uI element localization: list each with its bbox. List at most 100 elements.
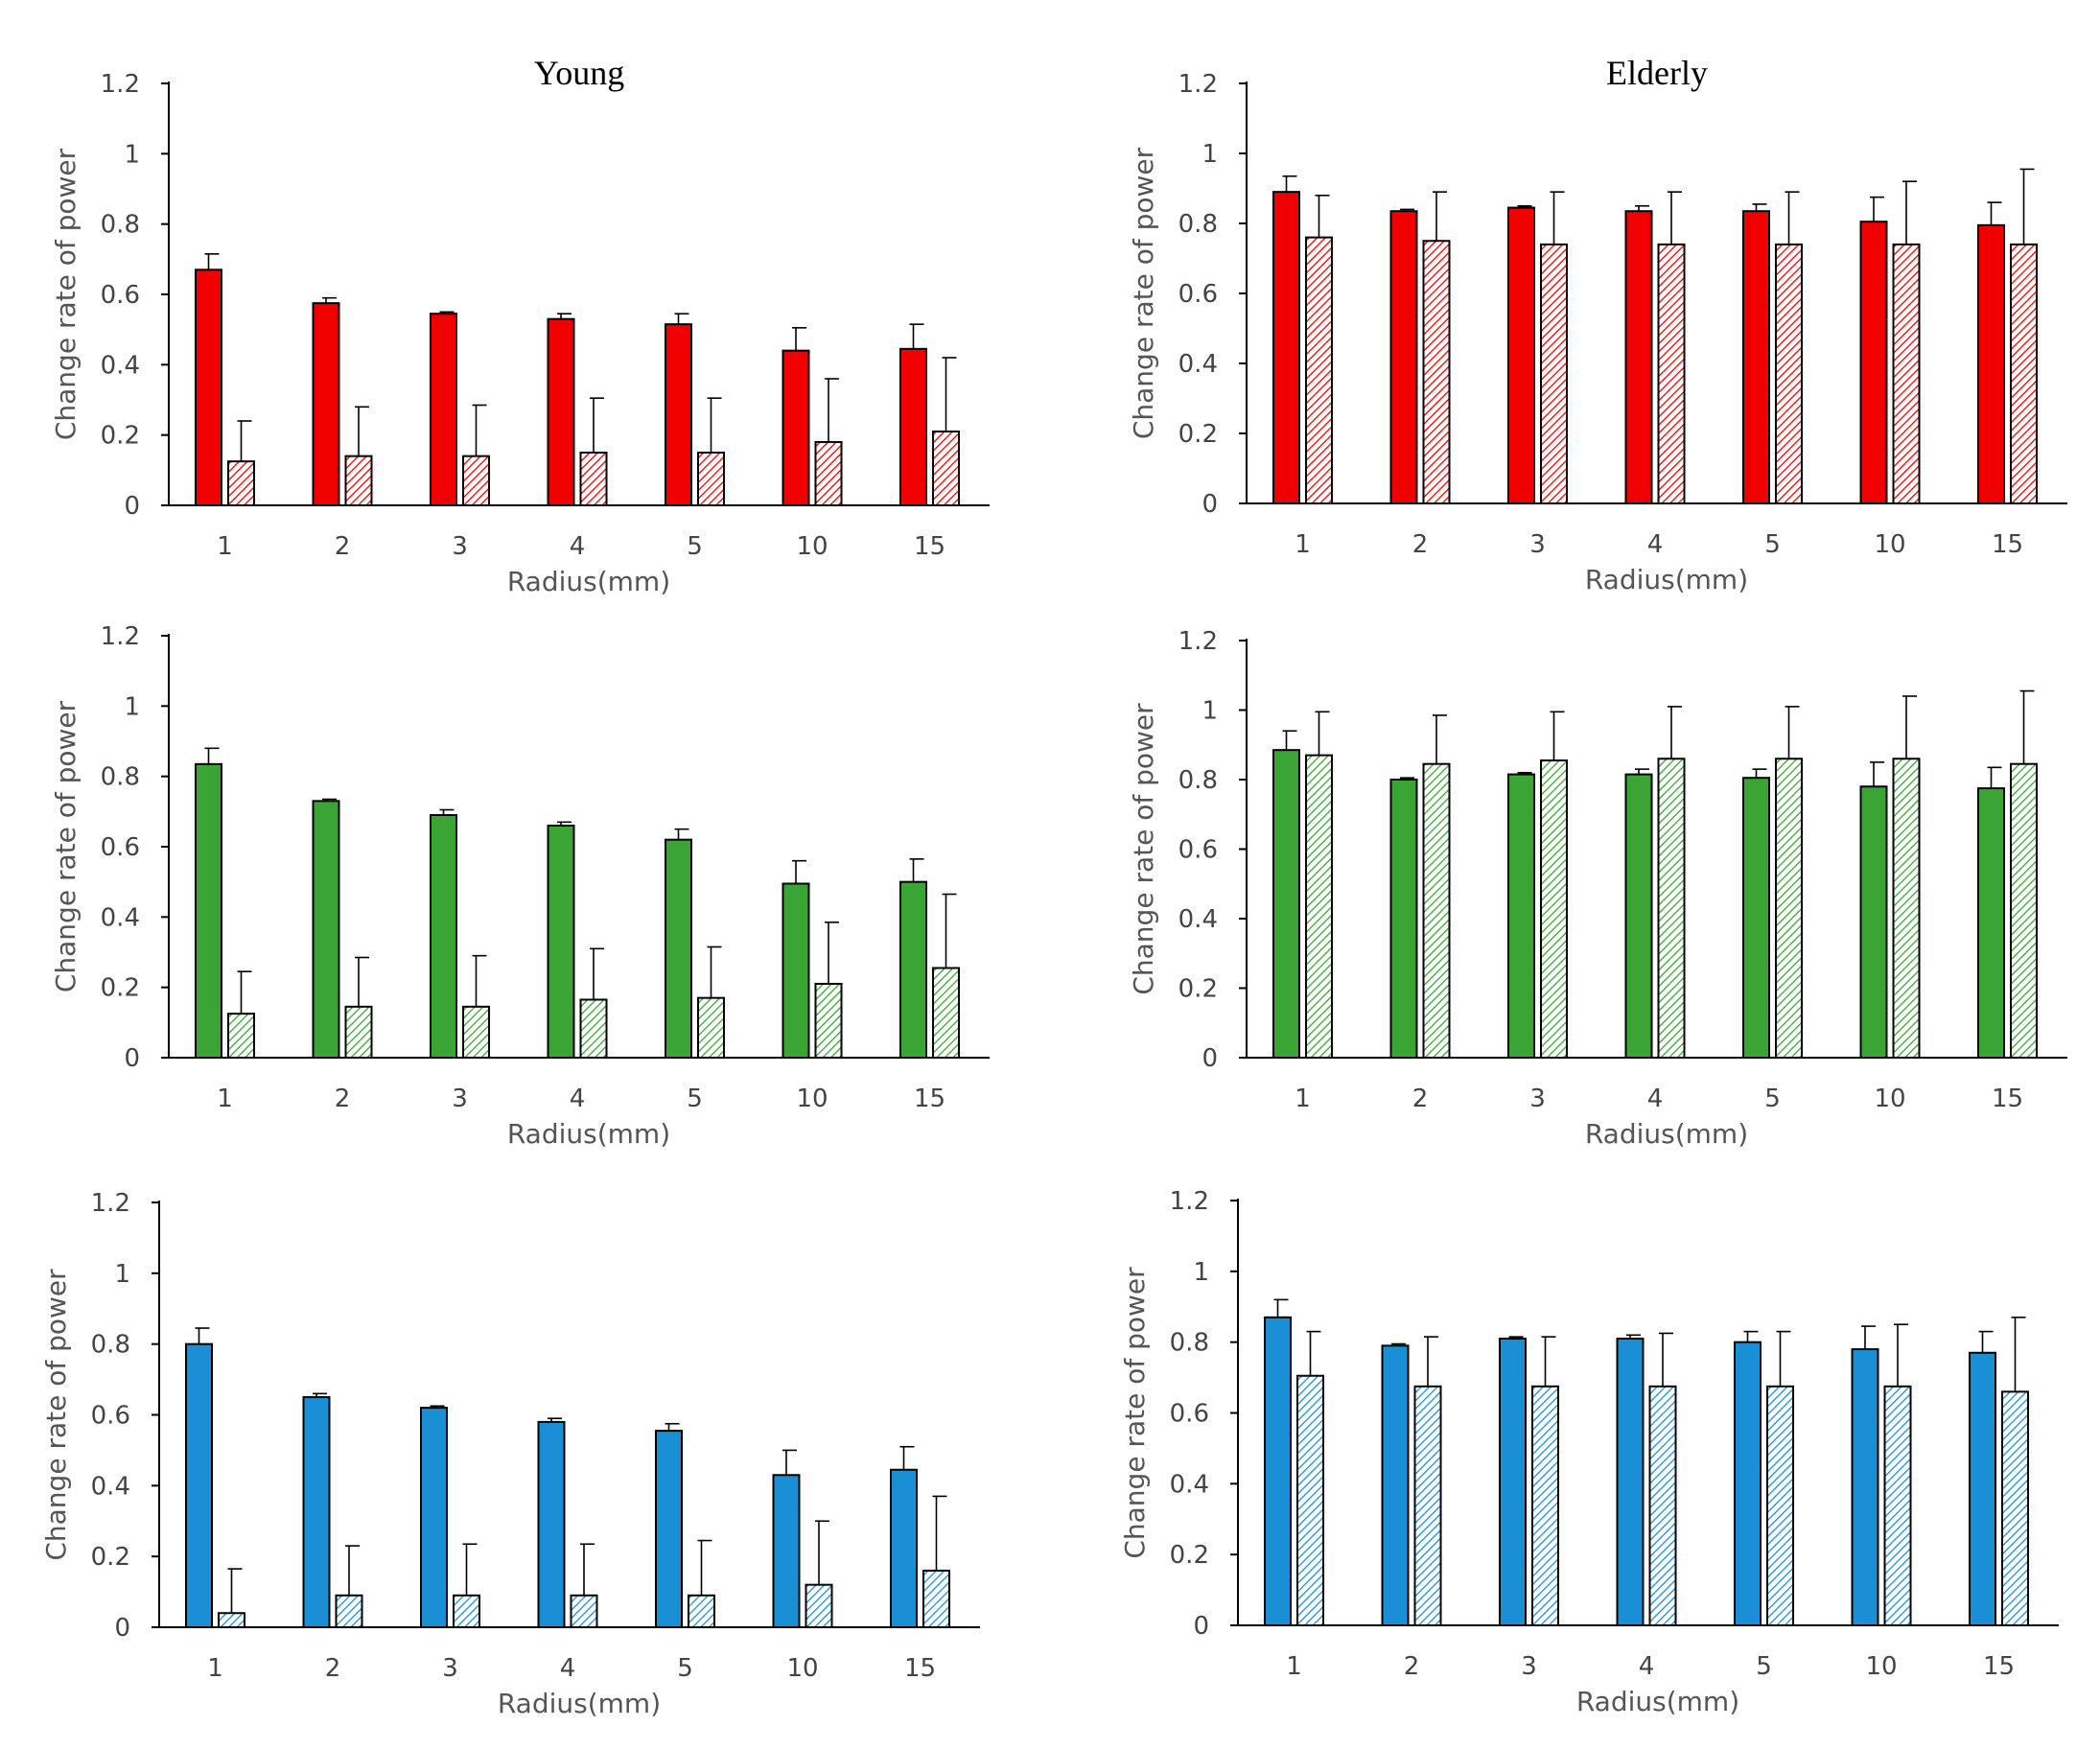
x-tick-label: 4 <box>1639 1652 1655 1681</box>
bar-solid <box>1859 785 1888 1059</box>
y-tick-label: 0.8 <box>101 763 140 792</box>
y-tick-label: 1.2 <box>1170 1187 1209 1216</box>
x-tick-label: 5 <box>1764 1085 1781 1113</box>
bar-hatched <box>335 1594 363 1629</box>
y-tick-label: 0 <box>1202 1044 1218 1073</box>
bar-solid <box>1859 221 1888 505</box>
y-tick-label: 1 <box>1193 1258 1209 1287</box>
bar-solid <box>1381 1344 1410 1626</box>
bar-solid <box>547 825 575 1059</box>
bar-solid <box>312 800 340 1059</box>
x-axis-title: Radius(mm) <box>498 1688 661 1719</box>
bar-hatched <box>814 983 843 1059</box>
x-tick-label: 10 <box>786 1654 818 1683</box>
bar-solid <box>782 882 810 1059</box>
y-tick-label: 0.2 <box>101 422 140 451</box>
bar-solid <box>1616 1337 1645 1626</box>
bar-solid <box>890 1468 918 1628</box>
x-axis-title: Radius(mm) <box>1576 1686 1739 1717</box>
y-tick-label: 0.8 <box>1178 210 1218 239</box>
y-tick-label: 0 <box>124 1044 140 1073</box>
bar-hatched <box>1775 243 1803 504</box>
x-tick-label: 2 <box>1404 1652 1420 1681</box>
x-tick-label: 10 <box>796 1085 828 1113</box>
bar-hatched <box>1540 243 1568 504</box>
bar-solid <box>195 268 222 507</box>
bar-solid <box>420 1407 448 1629</box>
bar-hatched <box>932 431 960 506</box>
y-tick-label: 1 <box>114 1260 130 1289</box>
x-tick-label: 15 <box>1992 1085 2023 1113</box>
bar-solid <box>302 1396 331 1628</box>
chart-panel-6: 0 0.2 0.4 0.6 0.8 1 1.2 1 2 3 4 5 10 15 Radius(mm) Chan… <box>1119 1187 2059 1717</box>
bar-hatched <box>814 441 843 506</box>
bar-hatched <box>1531 1385 1559 1626</box>
x-tick-label: 5 <box>1756 1652 1772 1681</box>
chart-panel-5: 0 0.2 0.4 0.6 0.8 1 1.2 1 2 3 4 5 10 15 Radius(mm) Chan… <box>40 1189 980 1719</box>
bar-solid <box>1977 223 2005 504</box>
bar-solid <box>899 880 927 1060</box>
x-tick-label: 4 <box>1647 1085 1664 1113</box>
x-tick-label: 4 <box>1647 530 1664 559</box>
x-tick-label: 10 <box>1865 1652 1897 1681</box>
y-tick-label: 0.6 <box>1178 280 1218 309</box>
y-tick-label: 1.2 <box>101 622 140 651</box>
x-tick-label: 10 <box>796 532 828 561</box>
bar-hatched <box>1766 1385 1794 1626</box>
bar-solid <box>1272 191 1300 504</box>
bar-solid <box>537 1420 566 1628</box>
bar-hatched <box>1648 1385 1677 1626</box>
bar-hatched <box>2001 1390 2029 1626</box>
x-tick-label: 3 <box>452 1085 468 1113</box>
y-tick-label: 0.4 <box>1170 1470 1209 1499</box>
x-tick-label: 1 <box>207 1654 223 1683</box>
bar-solid <box>1969 1351 1996 1627</box>
bar-solid <box>312 302 340 506</box>
bar-hatched <box>453 1594 480 1629</box>
x-tick-label: 15 <box>904 1654 936 1683</box>
y-tick-label: 0.2 <box>91 1543 130 1572</box>
bar-hatched <box>697 996 725 1059</box>
x-tick-label: 2 <box>1412 530 1429 559</box>
bar-hatched <box>1657 243 1686 504</box>
y-tick-label: 1.2 <box>101 70 140 99</box>
y-tick-label: 1.2 <box>1178 70 1218 99</box>
y-tick-label: 1 <box>124 692 140 721</box>
bar-solid <box>195 762 222 1059</box>
bar-solid <box>1507 773 1535 1059</box>
bar-hatched <box>579 452 608 506</box>
chart-panel-3: 0 0.2 0.4 0.6 0.8 1 1.2 1 2 3 4 5 10 15 Radius(mm) Chan… <box>50 622 990 1150</box>
bar-hatched <box>570 1594 598 1629</box>
bar-hatched <box>1422 762 1451 1059</box>
x-tick-label: 5 <box>687 532 703 561</box>
x-tick-label: 15 <box>914 1085 945 1113</box>
bar-hatched <box>579 998 608 1059</box>
bar-solid <box>655 1430 683 1629</box>
y-tick-label: 0.6 <box>101 281 140 310</box>
bar-hatched <box>462 1005 490 1060</box>
bar-solid <box>1499 1337 1527 1626</box>
y-tick-label: 0.8 <box>1178 766 1218 795</box>
bar-solid <box>1742 777 1770 1059</box>
y-tick-label: 1 <box>1202 697 1218 726</box>
bar-hatched <box>1657 758 1686 1059</box>
bar-solid <box>1264 1316 1292 1626</box>
y-axis-title: Change rate of power <box>1119 1267 1151 1559</box>
y-axis-title: Change rate of power <box>1128 703 1159 995</box>
bar-solid <box>185 1342 213 1628</box>
x-tick-label: 1 <box>1295 530 1311 559</box>
y-axis-title: Change rate of power <box>50 148 82 440</box>
bar-hatched <box>344 455 373 506</box>
x-tick-label: 3 <box>1529 1085 1546 1113</box>
chart-panel-4: 0 0.2 0.4 0.6 0.8 1 1.2 1 2 3 4 5 10 15 Radius(mm) Chan… <box>1128 627 2067 1150</box>
bar-solid <box>1977 787 2005 1059</box>
y-tick-label: 0.8 <box>91 1331 130 1360</box>
y-tick-label: 0.8 <box>101 211 140 240</box>
bar-solid <box>430 814 457 1059</box>
y-tick-label: 0 <box>1202 490 1218 519</box>
y-tick-label: 0.6 <box>1178 836 1218 865</box>
bar-hatched <box>218 1612 245 1628</box>
bar-solid <box>899 347 927 507</box>
